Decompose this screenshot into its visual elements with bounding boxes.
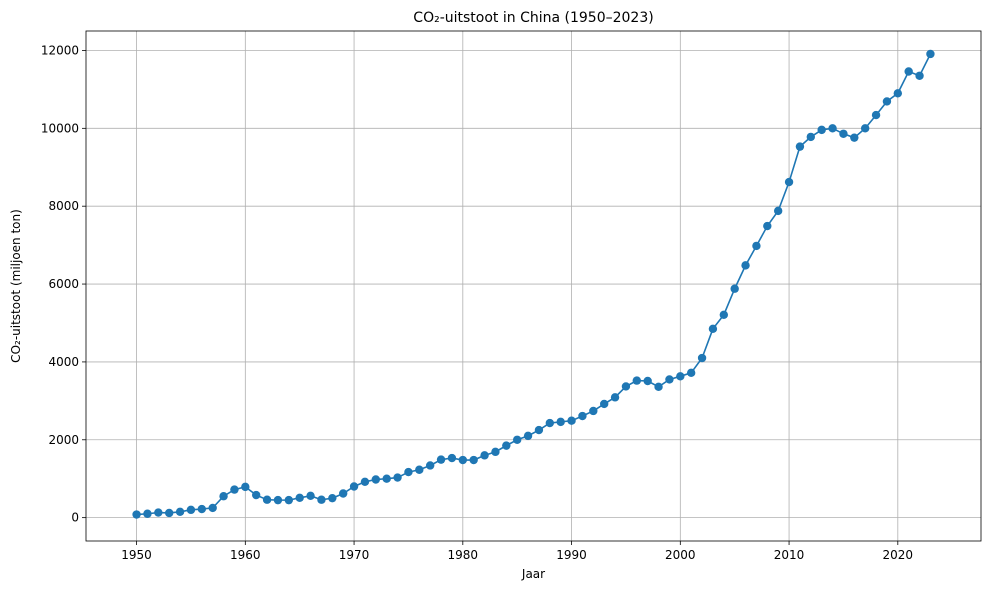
y-tick-label: 10000 [41, 121, 79, 135]
data-point [284, 495, 294, 505]
data-point [317, 495, 326, 504]
data-point [306, 491, 315, 501]
data-point [219, 492, 228, 501]
grid [86, 31, 981, 541]
data-point [436, 455, 446, 464]
x-tick-label: 1980 [448, 548, 479, 562]
data-point [719, 310, 729, 320]
data-point [599, 399, 609, 409]
y-tick-label: 4000 [48, 355, 79, 369]
data-point [360, 477, 370, 487]
data-point [578, 411, 587, 421]
y-axis-ticks: 0 2000 4000 6000 8000 10000 12000 [41, 43, 86, 525]
x-tick-label: 2020 [883, 548, 914, 562]
data-point [784, 177, 794, 187]
data-point [665, 375, 674, 384]
data-point [871, 110, 881, 120]
x-tick-label: 1950 [121, 548, 152, 562]
plot-frame [85, 30, 982, 542]
y-tick-label: 2000 [48, 433, 79, 447]
data-point [926, 49, 935, 59]
data-point [295, 493, 304, 502]
chart-title: CO₂-uitstoot in China (1950–2023) [413, 10, 653, 26]
data-point [654, 382, 663, 392]
data-point [491, 447, 500, 457]
data-point [523, 431, 533, 441]
x-tick-label: 2000 [665, 548, 696, 562]
series-layer [132, 49, 935, 519]
data-point [763, 221, 772, 231]
x-tick-label: 1970 [339, 548, 370, 562]
data-point [512, 435, 522, 444]
data-point [273, 495, 283, 505]
data-point [458, 455, 468, 465]
data-point [328, 493, 337, 503]
data-point [773, 206, 783, 216]
data-point [567, 416, 576, 425]
data-point [132, 510, 141, 519]
data-point [154, 508, 163, 517]
data-point [338, 489, 348, 498]
data-point [371, 475, 381, 484]
data-point [643, 376, 652, 386]
data-point [904, 67, 913, 76]
data-point [349, 482, 359, 491]
data-point [708, 324, 718, 334]
data-point [404, 467, 413, 477]
data-point [915, 71, 924, 80]
data-point [752, 241, 761, 251]
data-point [676, 372, 685, 381]
data-point [469, 455, 478, 465]
x-axis-ticks: 1950 1960 1970 1980 1990 2000 2010 2020 [121, 541, 913, 562]
y-tick-label: 0 [71, 511, 79, 525]
data-point [143, 509, 152, 518]
data-point [893, 89, 903, 98]
y-axis-label: CO₂-uitstoot (miljoen ton) [9, 209, 23, 363]
data-point [208, 503, 217, 513]
y-tick-label: 6000 [48, 277, 79, 291]
data-point [186, 505, 196, 515]
data-point [806, 132, 816, 142]
data-point [262, 495, 272, 504]
data-point [850, 133, 859, 142]
data-point [686, 368, 696, 378]
data-point [241, 482, 250, 492]
data-point [741, 261, 750, 270]
data-point [415, 465, 424, 474]
data-point [839, 129, 848, 138]
data-point [197, 504, 207, 514]
data-point [730, 284, 739, 293]
x-tick-label: 2010 [774, 548, 805, 562]
data-point [610, 393, 620, 402]
data-point [828, 124, 837, 133]
data-point [175, 507, 185, 517]
data-point [621, 382, 631, 391]
data-point [251, 490, 261, 500]
data-point [230, 485, 239, 494]
data-point [447, 453, 457, 463]
data-point [589, 406, 598, 416]
data-point [425, 461, 435, 470]
data-point [534, 425, 544, 435]
data-point [480, 451, 489, 460]
data-point [632, 376, 642, 385]
data-point [697, 353, 707, 363]
data-point [393, 473, 402, 482]
data-point [556, 417, 565, 427]
data-point [545, 418, 555, 428]
data-point [795, 142, 805, 151]
x-tick-label: 1990 [556, 548, 587, 562]
y-tick-label: 12000 [41, 43, 79, 57]
y-tick-label: 8000 [48, 199, 79, 213]
data-point [164, 508, 174, 518]
data-point [502, 441, 511, 450]
x-axis-label: Jaar [521, 567, 545, 581]
axes [85, 30, 982, 542]
data-point [882, 97, 892, 106]
x-tick-label: 1960 [230, 548, 261, 562]
data-point [817, 125, 826, 135]
data-point [860, 124, 870, 133]
data-point [382, 474, 391, 483]
